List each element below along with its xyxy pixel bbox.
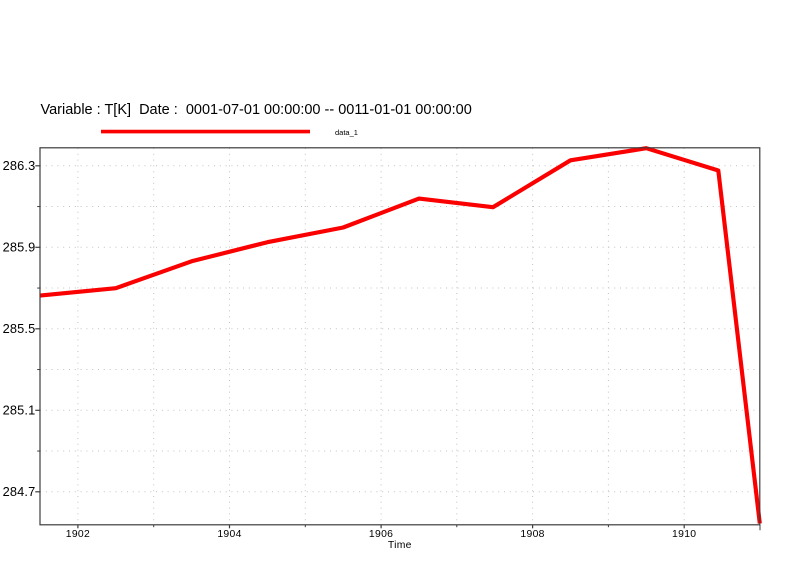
svg-text:1902: 1902 — [66, 529, 90, 540]
svg-text:data_1: data_1 — [335, 128, 358, 137]
svg-text:285.1: 285.1 — [3, 403, 36, 418]
svg-text:284.7: 284.7 — [3, 484, 36, 499]
svg-text:1910: 1910 — [672, 529, 696, 540]
svg-text:286.3: 286.3 — [3, 158, 36, 173]
svg-text:1908: 1908 — [520, 529, 544, 540]
svg-text:1906: 1906 — [369, 529, 393, 540]
svg-text:Time: Time — [388, 540, 412, 551]
svg-text:285.5: 285.5 — [3, 321, 36, 336]
svg-text:285.9: 285.9 — [3, 240, 36, 255]
svg-text:1904: 1904 — [217, 529, 241, 540]
svg-text:Variable : T[K] Date : 0001-: Variable : T[K] Date : 0001-07-01 00:00:… — [41, 102, 472, 118]
